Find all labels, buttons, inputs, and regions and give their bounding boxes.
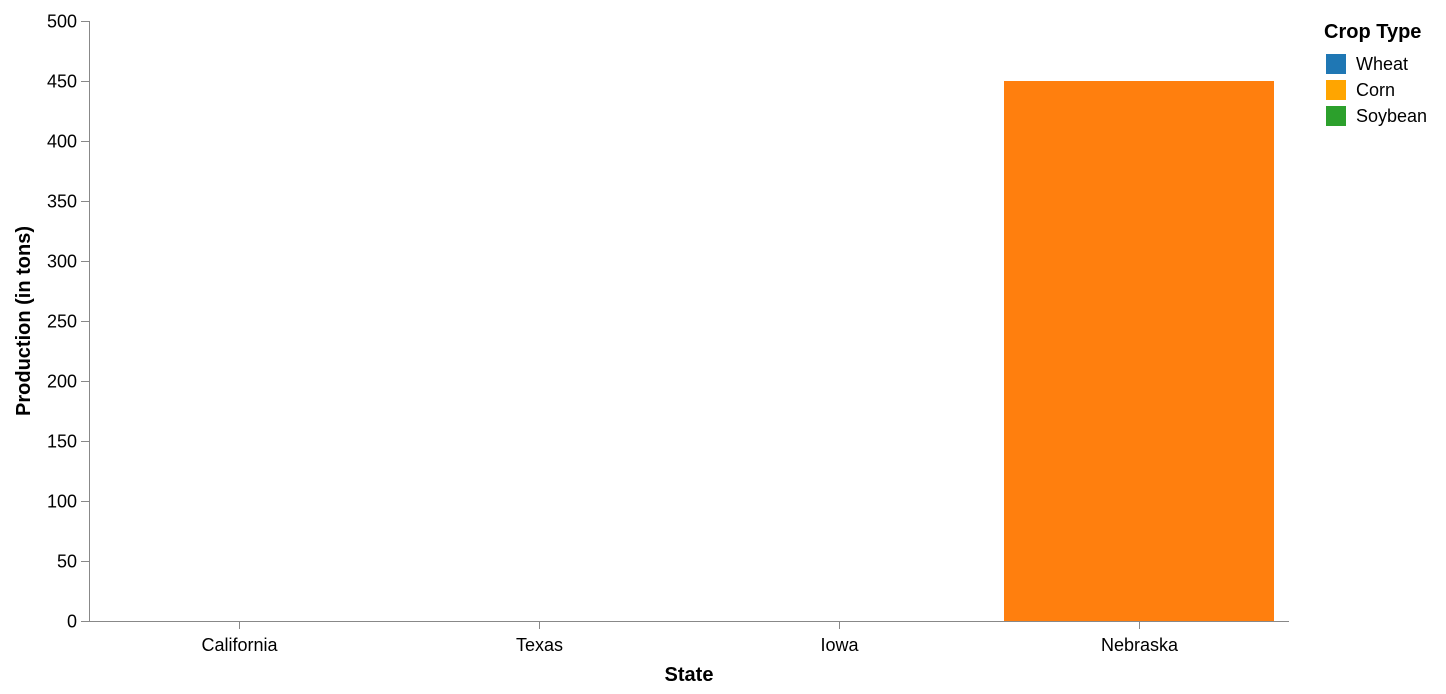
y-tick-label: 400 (47, 132, 77, 152)
y-tick-label: 450 (47, 72, 77, 92)
x-tick-label: Iowa (820, 635, 859, 655)
legend-label-soybean: Soybean (1356, 106, 1427, 126)
legend: Crop Type Wheat Corn Soybean (1324, 21, 1427, 126)
y-tick-label: 100 (47, 492, 77, 512)
legend-swatch-soybean (1326, 106, 1346, 126)
x-tick-label: Nebraska (1101, 635, 1179, 655)
y-tick-label: 250 (47, 312, 77, 332)
x-axis-title: State (665, 664, 714, 686)
legend-label-wheat: Wheat (1356, 54, 1408, 74)
y-tick-label: 150 (47, 432, 77, 452)
y-tick-label: 350 (47, 192, 77, 212)
bars-layer (1004, 81, 1274, 621)
y-axis-title: Production (in tons) (13, 226, 35, 416)
x-axis: California Texas Iowa Nebraska (89, 621, 1289, 655)
y-tick-label: 0 (67, 612, 77, 632)
legend-swatch-wheat (1326, 54, 1346, 74)
legend-swatch-corn (1326, 80, 1346, 100)
y-tick-label: 500 (47, 12, 77, 32)
x-tick-label: Texas (516, 635, 563, 655)
y-axis: 0 50 100 150 200 250 300 350 400 450 500 (47, 12, 90, 632)
legend-title: Crop Type (1324, 21, 1421, 43)
bar-nebraska-corn (1004, 81, 1274, 621)
y-tick-label: 300 (47, 252, 77, 272)
x-tick-label: California (201, 635, 278, 655)
y-tick-label: 50 (57, 552, 77, 572)
legend-label-corn: Corn (1356, 80, 1395, 100)
y-tick-label: 200 (47, 372, 77, 392)
